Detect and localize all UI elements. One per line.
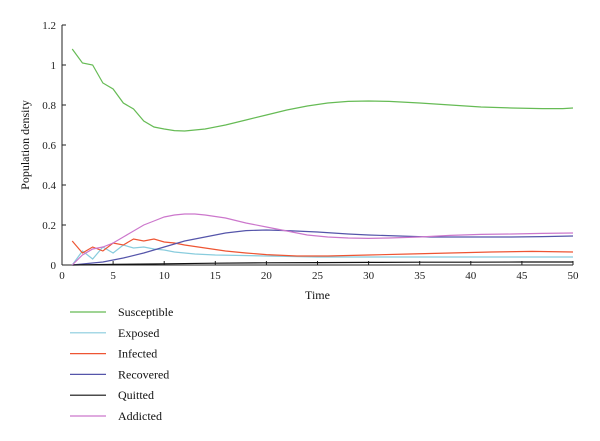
x-tick-label: 45 — [516, 270, 528, 282]
series-line-quitted — [72, 261, 573, 266]
plot-axes — [61, 25, 573, 266]
x-tick-label: 25 — [312, 270, 324, 282]
y-tick-label: 0.6 — [42, 140, 56, 152]
series-lines — [71, 48, 574, 266]
legend-item-recovered: Recovered — [70, 367, 169, 381]
x-tick-label: 35 — [414, 270, 426, 282]
legend-label: Susceptible — [118, 305, 173, 319]
y-axis-label: Population density — [18, 100, 32, 190]
legend-item-quitted: Quitted — [70, 388, 154, 402]
series-line-exposed — [71, 244, 573, 266]
series-line-susceptible — [71, 48, 574, 132]
legend: Susceptible Exposed Infected Recovered Quitt… — [70, 305, 173, 423]
legend-item-infected: Infected — [70, 347, 157, 361]
legend-item-addicted: Addicted — [70, 409, 162, 423]
y-tick-label: 0.8 — [42, 100, 56, 112]
x-tick-label: 15 — [210, 270, 222, 282]
x-axis-ticks: 0 5 10 15 20 25 30 35 40 45 50 — [59, 261, 579, 282]
y-tick-label: 1 — [51, 60, 57, 72]
y-axis-ticks: 0 0.2 0.4 0.6 0.8 1 1.2 — [42, 20, 66, 272]
x-tick-label: 5 — [110, 270, 116, 282]
legend-label: Recovered — [118, 367, 169, 381]
legend-item-susceptible: Susceptible — [70, 305, 173, 319]
x-axis-label: Time — [305, 288, 330, 302]
legend-label: Infected — [118, 347, 157, 361]
legend-label: Quitted — [118, 388, 154, 402]
y-tick-label: 0 — [51, 260, 57, 272]
x-tick-label: 0 — [59, 270, 65, 282]
legend-item-exposed: Exposed — [70, 326, 159, 340]
series-line-infected — [71, 238, 574, 257]
y-tick-label: 1.2 — [42, 20, 56, 32]
series-line-recovered — [72, 229, 574, 266]
x-tick-label: 10 — [159, 270, 171, 282]
y-tick-label: 0.2 — [42, 220, 56, 232]
x-tick-label: 30 — [363, 270, 375, 282]
y-tick-label: 0.4 — [42, 180, 56, 192]
x-tick-label: 40 — [465, 270, 477, 282]
legend-label: Addicted — [118, 409, 162, 423]
legend-label: Exposed — [118, 326, 159, 340]
x-tick-label: 20 — [261, 270, 273, 282]
series-line-addicted — [71, 213, 574, 266]
x-tick-label: 50 — [568, 270, 580, 282]
